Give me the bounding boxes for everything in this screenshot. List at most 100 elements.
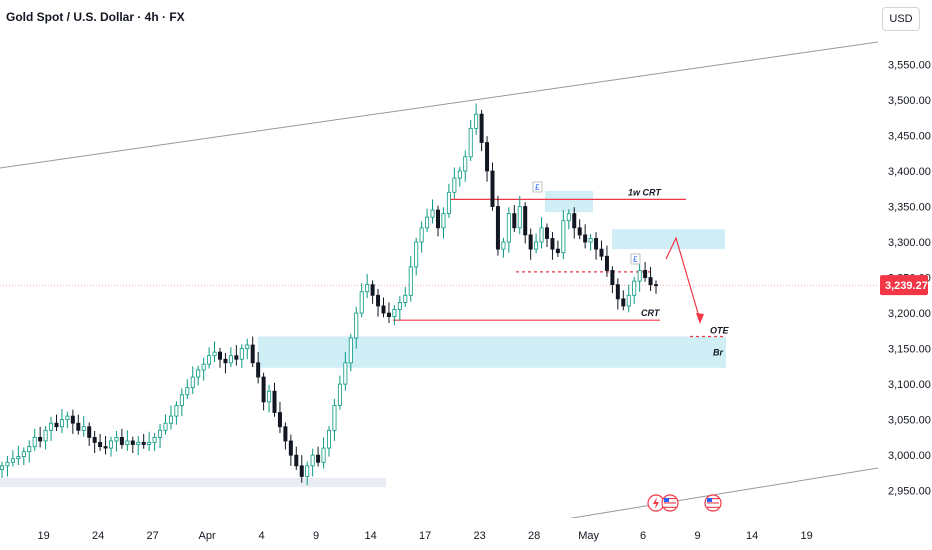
candle[interactable]	[626, 284, 631, 313]
candle[interactable]	[457, 166, 462, 187]
candle[interactable]	[130, 436, 135, 454]
candle[interactable]	[288, 434, 293, 466]
candle[interactable]	[403, 286, 408, 307]
candle[interactable]	[528, 228, 533, 260]
upper-fvg-zone-1[interactable]	[545, 190, 593, 213]
candle[interactable]	[343, 352, 348, 391]
plot-area[interactable]: 1w CRT CRT OTE Br £ £	[0, 41, 878, 520]
candle[interactable]	[654, 280, 659, 294]
candle[interactable]	[136, 435, 141, 456]
candle[interactable]	[485, 136, 490, 182]
candle[interactable]	[441, 207, 446, 239]
candle[interactable]	[125, 430, 130, 451]
candle[interactable]	[43, 426, 48, 450]
candle[interactable]	[637, 264, 642, 292]
candle[interactable]	[370, 280, 375, 304]
candle[interactable]	[207, 347, 212, 369]
candle[interactable]	[435, 205, 440, 237]
candle[interactable]	[648, 266, 653, 292]
candle[interactable]	[621, 290, 626, 311]
candle[interactable]	[179, 388, 184, 417]
candle[interactable]	[245, 338, 250, 360]
candle[interactable]	[365, 274, 370, 299]
candle[interactable]	[577, 219, 582, 240]
candle[interactable]	[572, 207, 577, 239]
candle[interactable]	[479, 109, 484, 152]
candle[interactable]	[348, 333, 353, 372]
candle[interactable]	[217, 347, 222, 368]
candle[interactable]	[643, 261, 648, 282]
candle[interactable]	[594, 232, 599, 260]
candle[interactable]	[397, 296, 402, 321]
candle[interactable]	[599, 240, 604, 261]
candle[interactable]	[501, 237, 506, 258]
candle[interactable]	[561, 210, 566, 260]
us-flag-event-icon[interactable]	[704, 494, 722, 512]
candle[interactable]	[65, 411, 70, 429]
candle[interactable]	[163, 414, 168, 435]
candle[interactable]	[27, 440, 32, 463]
candle[interactable]	[495, 195, 500, 256]
candle[interactable]	[234, 345, 239, 366]
candle[interactable]	[0, 461, 4, 478]
candle[interactable]	[425, 208, 430, 233]
candle[interactable]	[119, 428, 124, 449]
marker-box[interactable]	[630, 253, 641, 265]
candle[interactable]	[81, 416, 86, 437]
candle[interactable]	[158, 423, 163, 449]
candle[interactable]	[272, 382, 277, 417]
candle[interactable]	[114, 431, 119, 452]
candle[interactable]	[201, 357, 206, 381]
candle[interactable]	[566, 209, 571, 230]
candle[interactable]	[250, 336, 255, 368]
candle[interactable]	[103, 435, 108, 455]
candle[interactable]	[10, 450, 15, 467]
marker-box[interactable]	[532, 181, 543, 193]
candle[interactable]	[16, 445, 21, 466]
candle[interactable]	[583, 224, 588, 249]
candle[interactable]	[76, 414, 81, 435]
candle[interactable]	[147, 431, 152, 451]
candle[interactable]	[228, 347, 233, 368]
candle[interactable]	[5, 455, 10, 477]
candle[interactable]	[490, 162, 495, 211]
candle[interactable]	[604, 245, 609, 277]
candle[interactable]	[610, 266, 615, 294]
candle[interactable]	[299, 455, 304, 483]
candle[interactable]	[430, 199, 435, 224]
candle[interactable]	[392, 305, 397, 326]
upper-fvg-zone-2[interactable]	[612, 229, 725, 250]
candle[interactable]	[332, 399, 337, 441]
candle[interactable]	[109, 436, 114, 457]
candle[interactable]	[446, 183, 451, 218]
candle[interactable]	[21, 447, 26, 466]
candle[interactable]	[354, 306, 359, 349]
candle[interactable]	[506, 207, 511, 253]
candle[interactable]	[326, 426, 331, 457]
candle[interactable]	[256, 352, 261, 384]
candle[interactable]	[539, 217, 544, 249]
candle[interactable]	[190, 366, 195, 395]
candle[interactable]	[588, 234, 593, 251]
candle[interactable]	[294, 446, 299, 471]
candle[interactable]	[92, 431, 97, 454]
candle[interactable]	[283, 422, 288, 450]
candle[interactable]	[452, 167, 457, 199]
upper-channel-trendline[interactable]	[0, 41, 878, 169]
candle[interactable]	[555, 240, 560, 257]
candle[interactable]	[316, 446, 321, 467]
candle[interactable]	[463, 150, 468, 182]
us-flag-event-icon[interactable]	[661, 494, 679, 512]
candle[interactable]	[550, 232, 555, 260]
candle[interactable]	[267, 384, 272, 413]
candle[interactable]	[517, 195, 522, 235]
candle[interactable]	[615, 278, 620, 310]
candle[interactable]	[632, 276, 637, 304]
candle[interactable]	[381, 297, 386, 318]
candle[interactable]	[38, 426, 43, 448]
candle[interactable]	[59, 408, 64, 434]
projection-path[interactable]	[665, 236, 701, 321]
candle[interactable]	[223, 352, 228, 374]
candle[interactable]	[261, 372, 266, 411]
